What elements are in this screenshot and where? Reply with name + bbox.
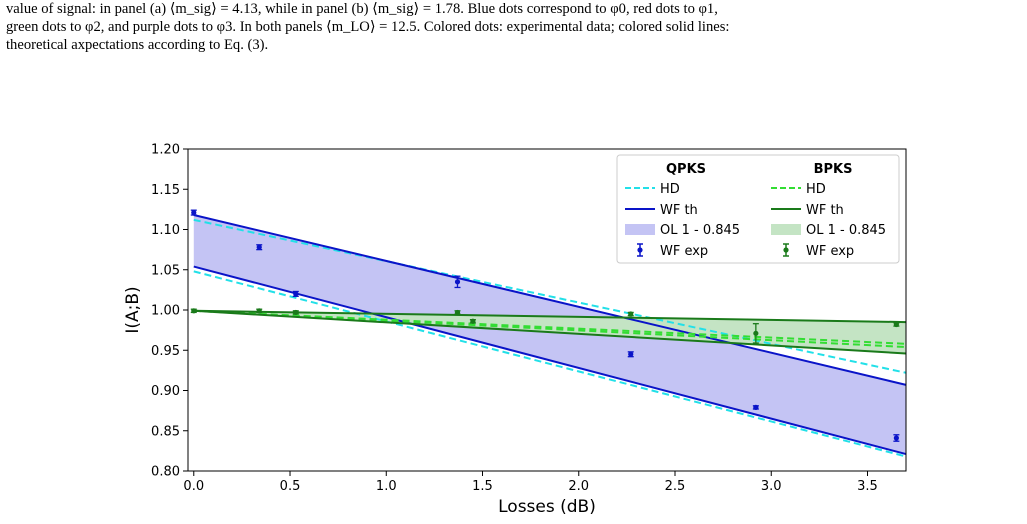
- qpks-exp-point-marker: [893, 435, 899, 441]
- bpks-exp-point-marker: [628, 311, 634, 317]
- qpks-exp-point: [190, 209, 197, 216]
- qpks-wf-line: [193, 214, 907, 386]
- bpks-wf-line: [193, 309, 907, 355]
- caption-line: theoretical axpectations according to Eq…: [6, 37, 269, 53]
- y-tick-label: 0.95: [151, 344, 180, 359]
- bpks-exp-point-marker: [293, 309, 299, 316]
- qpks-exp-point: [752, 404, 759, 411]
- legend-label-bpks-exp: WF exp: [806, 244, 854, 259]
- x-tick-label: 0.0: [183, 479, 204, 494]
- bpks-exp-point: [469, 318, 476, 324]
- y-tick-label: 1.20: [151, 143, 180, 158]
- y-tick-label: 1.15: [151, 183, 180, 198]
- y-tick-label: 1.10: [151, 223, 180, 238]
- legend: QPKS BPKS HD WF th OL 1 - 0.845 WF exp H…: [616, 154, 900, 264]
- caption-line: green dots to φ2, and purple dots to φ3.…: [6, 19, 730, 35]
- y-tick-label: 1.05: [151, 263, 180, 278]
- bpks-exp-point-marker: [470, 318, 476, 324]
- bpks-exp-point: [256, 308, 263, 314]
- legend-label-bpks-hd: HD: [806, 182, 826, 197]
- bpks-exp-point-marker: [256, 308, 262, 314]
- qpks-exp-point-marker: [628, 351, 634, 357]
- qpks-exp-point-marker: [191, 209, 197, 216]
- bpks-exp-point: [190, 308, 197, 314]
- qpks-exp-point-marker: [293, 291, 299, 297]
- legend-label-qpks-exp: WF exp: [660, 244, 708, 259]
- qpks-hd-line: [193, 270, 907, 458]
- bpks-hd-line: [193, 309, 907, 345]
- bpks-exp-point: [752, 323, 759, 344]
- x-tick-label: 3.5: [857, 479, 878, 494]
- qpks-exp-point: [256, 244, 263, 251]
- qpks-exp-point-marker: [454, 279, 461, 285]
- legend-label-qpks-hd: HD: [660, 182, 680, 197]
- y-tick-label: 0.80: [151, 465, 180, 480]
- bpks-exp-point: [627, 311, 634, 317]
- theory-lines: [193, 214, 907, 458]
- bpks-exp-point: [893, 321, 900, 328]
- bpks-exp-point-marker: [454, 309, 461, 316]
- bpks-exp-point: [454, 309, 461, 316]
- x-tick-label: 0.5: [280, 479, 301, 494]
- qpks-exp-point-marker: [256, 244, 262, 250]
- y-axis-ticks: 0.80 0.85 0.90 0.95 1.00 1.05 1.10 1.15 1.20: [151, 143, 188, 480]
- bpks-exp-point-marker: [893, 321, 899, 328]
- experimental-points: [190, 209, 900, 442]
- x-tick-label: 2.5: [665, 479, 686, 494]
- x-tick-label: 1.5: [472, 479, 493, 494]
- qpks-wf-line: [193, 265, 907, 456]
- y-tick-label: 0.85: [151, 424, 180, 439]
- qpks-overlap-band: [193, 215, 907, 455]
- bpks-wf-line: [193, 309, 907, 324]
- legend-swatch-bpks-exp: [783, 243, 789, 257]
- legend-swatch-qpks-ol: [625, 224, 655, 235]
- bpks-hd-line: [193, 309, 907, 349]
- y-tick-label: 0.90: [151, 384, 180, 399]
- legend-swatch-bpks-ol: [771, 224, 801, 235]
- legend-label-bpks-wf: WF th: [806, 203, 844, 218]
- qpks-exp-point: [893, 434, 900, 442]
- x-axis-label: Losses (dB): [498, 497, 596, 517]
- y-tick-label: 1.00: [151, 304, 180, 319]
- legend-label-bpks-ol: OL 1 - 0.845: [806, 223, 886, 238]
- bpks-exp-point-marker: [191, 308, 197, 314]
- qpks-exp-point: [292, 290, 299, 297]
- figure-caption: value of signal: in panel (a) ⟨m_sig⟩ = …: [6, 0, 1022, 54]
- bpks-exp-point-marker: [753, 330, 759, 336]
- x-tick-label: 3.0: [761, 479, 782, 494]
- legend-box: [616, 154, 900, 264]
- y-axis-label: I(A;B): [123, 286, 143, 333]
- x-tick-label: 1.0: [376, 479, 397, 494]
- legend-label-qpks-ol: OL 1 - 0.845: [660, 223, 740, 238]
- legend-label-qpks-wf: WF th: [660, 203, 698, 218]
- x-tick-label: 2.0: [568, 479, 589, 494]
- qpks-exp-point-marker: [753, 404, 759, 411]
- qpks-exp-point: [627, 351, 634, 358]
- legend-title-qpks: QPKS: [666, 162, 706, 177]
- legend-title-bpks: BPKS: [814, 162, 853, 177]
- caption-line: value of signal: in panel (a) ⟨m_sig⟩ = …: [6, 1, 718, 17]
- qpks-exp-point: [454, 275, 461, 289]
- x-axis-ticks: 0.0 0.5 1.0 1.5 2.0 2.5 3.0 3.5: [183, 471, 878, 494]
- legend-swatch-qpks-exp: [637, 243, 643, 257]
- bpks-exp-point: [292, 309, 299, 316]
